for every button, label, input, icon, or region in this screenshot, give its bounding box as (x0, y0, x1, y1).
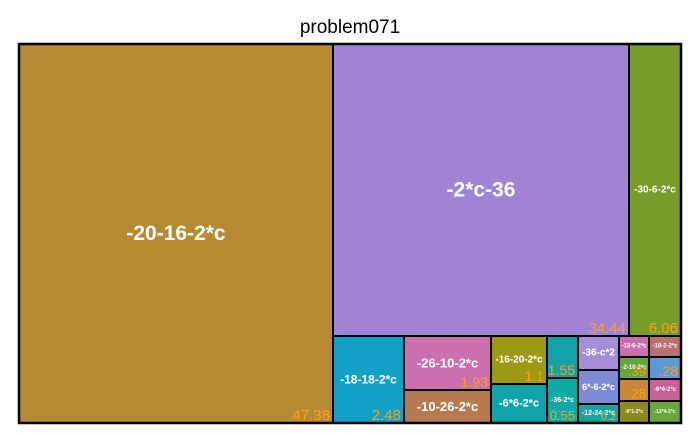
treemap-cell-value: .28 (628, 386, 646, 401)
treemap-cell-value: 1.55 (548, 362, 575, 378)
treemap-cell-label: -18-18-2*c (340, 373, 397, 387)
treemap-cell-value: 0.2 (601, 411, 616, 423)
treemap-cell-label: -36-c*2 (582, 348, 615, 359)
treemap-cell-label: 6*-6-2*c (582, 382, 615, 392)
treemap-cell-value: 0.55 (550, 408, 575, 423)
treemap-cell-value: .28 (659, 363, 679, 379)
chart-title: problem071 (299, 17, 401, 38)
treemap-cell: 6*-6-2*c (577, 369, 620, 405)
treemap-cell: -30-6-2*c 6.06 (628, 43, 682, 337)
treemap-cell-value: 6.06 (649, 320, 678, 337)
treemap-cell: -2*c-36 34.44 (332, 43, 630, 337)
treemap-cell-label: -18-2-2*c (652, 344, 678, 350)
treemap-cell: -36-2*c 0.55 (546, 377, 579, 424)
treemap-cell-label: -12-6-2*c (621, 344, 647, 350)
treemap-cell: -18-18-2*c 2.48 (332, 335, 405, 424)
treemap-cell: -12*4-2*c (648, 400, 682, 424)
treemap-cell: -12-6-2*c (618, 335, 650, 358)
treemap-cell-label: -20-16-2*c (126, 222, 226, 245)
treemap-cell-rect (490, 335, 548, 385)
treemap-cell: -2-18-2*c.39 (618, 356, 650, 380)
treemap-cell-label: -2-18-2*c (621, 365, 647, 371)
treemap-cell: -12-24-2*c0.2 (577, 403, 620, 424)
treemap-cell: -10-26-2*c (403, 389, 492, 424)
treemap-cell: -6*6-2*c (490, 383, 548, 424)
treemap-cell: -36-c*2 (577, 335, 620, 371)
treemap-cell: .28 (618, 378, 650, 402)
treemap-cell-label: -30-6-2*c (634, 185, 676, 196)
treemap-cell-label: -12-24-2*c (582, 410, 615, 417)
treemap-cell: .28 (648, 356, 682, 380)
treemap-cell-value: .39 (628, 364, 646, 379)
treemap-cell-value: 34.44 (588, 320, 626, 337)
treemap-cell-label: -12*4-2*c (654, 409, 675, 415)
treemap-cell: -20-16-2*c 47.38 (18, 43, 334, 424)
treemap-cell-label: -6*1-2*c (625, 409, 644, 415)
treemap-border (17, 42, 683, 425)
treemap-cell-label: -6*4-2*c (654, 387, 677, 393)
treemap-cell: -18-2-2*c (648, 335, 682, 358)
treemap-cell-value: 1.93 (461, 374, 488, 390)
treemap-cell-label: -2*c-36 (447, 179, 516, 202)
treemap-cell-value: 2.48 (372, 407, 401, 424)
treemap-cell: -6*1-2*c (618, 400, 650, 424)
treemap-cell: -6*4-2*c (648, 378, 682, 402)
treemap-cell-label: -16-20-2*c (495, 355, 543, 366)
treemap-cell-label: -26-10-2*c (417, 356, 478, 371)
treemap-cell-label: -6*6-2*c (499, 398, 539, 410)
treemap-cell-rect (546, 335, 579, 379)
treemap-cell-label: -10-26-2*c (417, 399, 478, 414)
treemap-cell-value: 1.1 (525, 368, 545, 384)
treemap-cell: 1.55 (546, 335, 579, 379)
treemap-cell: -16-20-2*c 1.1 (490, 335, 548, 385)
treemap-cell-value: 47.38 (292, 407, 330, 424)
treemap-cell-rect (403, 389, 492, 424)
treemap-cell-label: -36-2*c (551, 397, 574, 404)
treemap-cell: -26-10-2*c 1.93 (403, 335, 492, 391)
treemap-cell-rect (577, 335, 620, 371)
